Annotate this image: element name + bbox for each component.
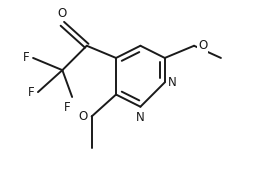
Text: O: O: [58, 7, 67, 20]
Text: F: F: [23, 51, 29, 64]
Text: N: N: [168, 76, 177, 89]
Text: O: O: [198, 39, 207, 52]
Text: N: N: [136, 111, 145, 124]
Text: O: O: [78, 110, 88, 123]
Text: F: F: [64, 101, 70, 114]
Text: F: F: [27, 86, 34, 99]
